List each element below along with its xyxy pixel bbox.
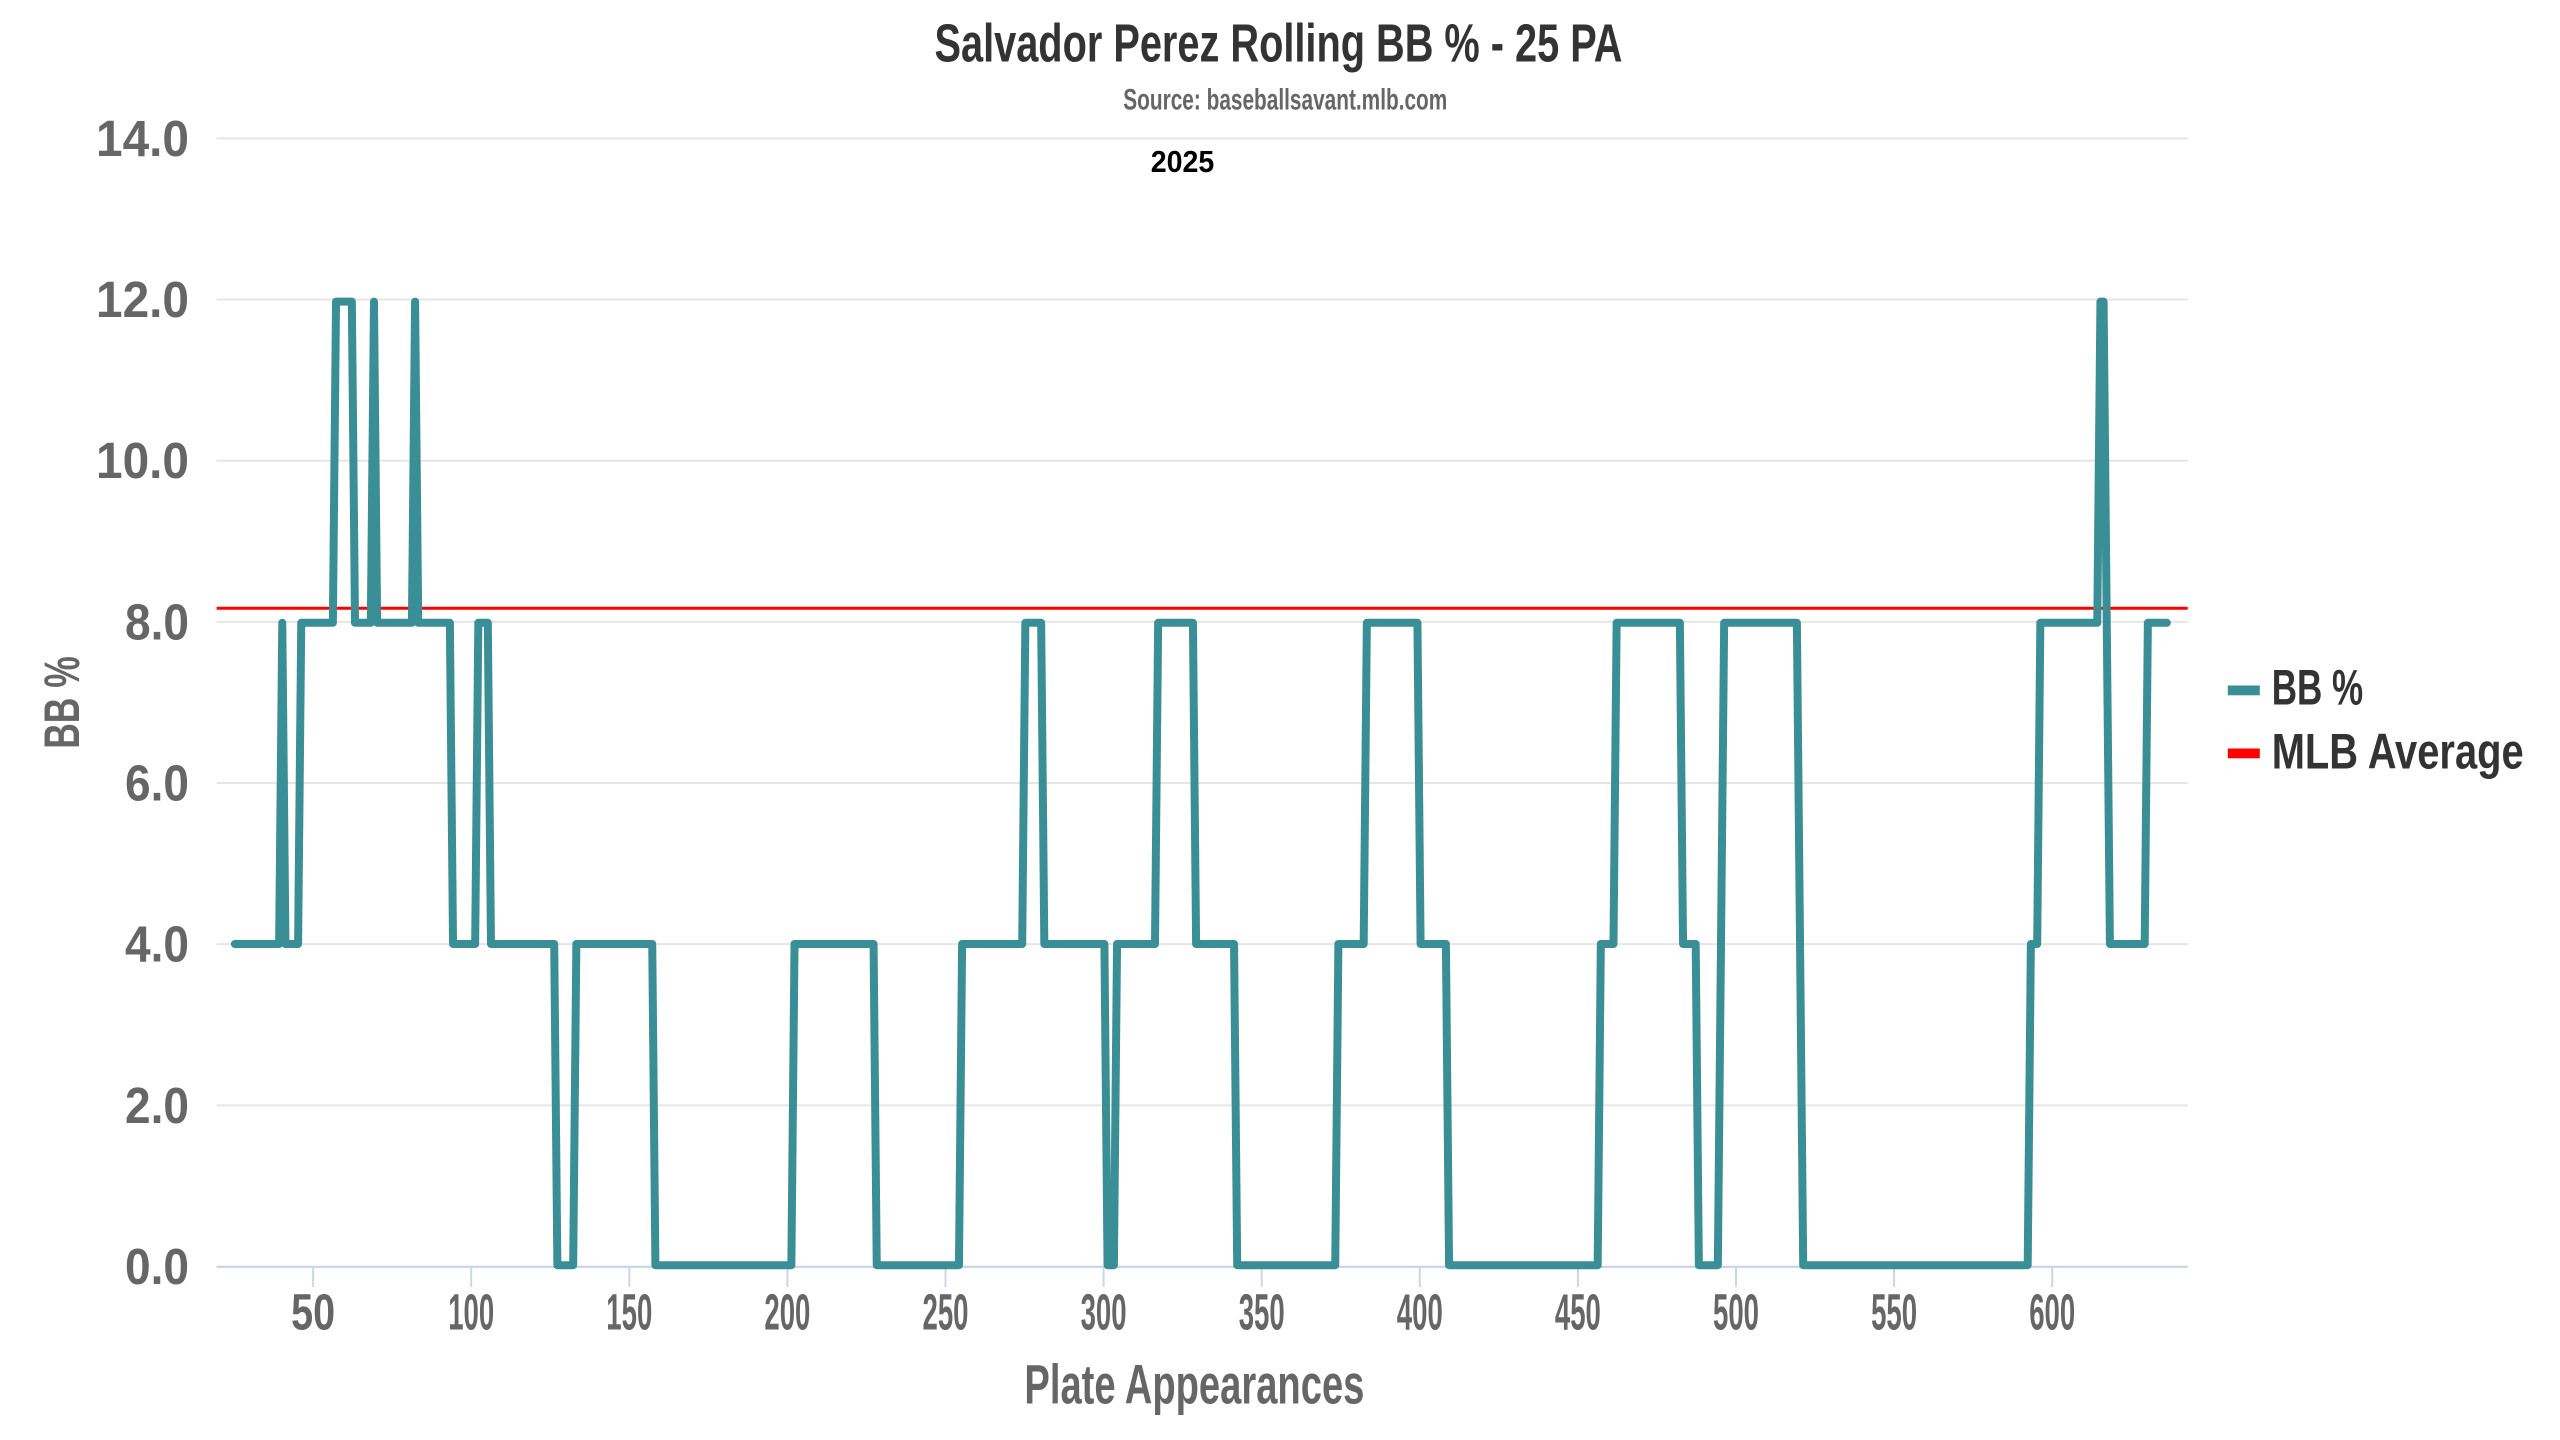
svg-text:6.0: 6.0 [125,755,189,812]
svg-text:Plate Appearances: Plate Appearances [1024,1352,1364,1415]
svg-text:10.0: 10.0 [96,432,189,489]
svg-text:550: 550 [1871,1284,1917,1341]
svg-text:MLB Average: MLB Average [2272,724,2524,780]
svg-text:200: 200 [764,1284,810,1341]
svg-text:Source: baseballsavant.mlb.com: Source: baseballsavant.mlb.com [1123,84,1447,117]
svg-text:BB %: BB % [34,656,90,749]
svg-text:2025: 2025 [1151,144,1215,179]
svg-text:350: 350 [1239,1284,1285,1341]
svg-text:600: 600 [2029,1284,2075,1341]
svg-text:400: 400 [1397,1284,1443,1341]
svg-text:300: 300 [1081,1284,1127,1341]
svg-text:0.0: 0.0 [125,1238,189,1295]
svg-text:14.0: 14.0 [96,110,189,167]
svg-text:150: 150 [606,1284,652,1341]
svg-text:250: 250 [923,1284,969,1341]
svg-text:BB %: BB % [2272,660,2363,716]
svg-text:450: 450 [1555,1284,1601,1341]
svg-text:8.0: 8.0 [125,593,189,650]
svg-text:50: 50 [291,1284,335,1341]
svg-text:12.0: 12.0 [96,271,189,328]
svg-text:Salvador Perez Rolling BB % -: Salvador Perez Rolling BB % - 25 PA [935,14,1623,74]
svg-text:4.0: 4.0 [125,916,189,973]
svg-text:100: 100 [448,1284,494,1341]
svg-text:500: 500 [1713,1284,1759,1341]
svg-text:2.0: 2.0 [125,1077,189,1134]
